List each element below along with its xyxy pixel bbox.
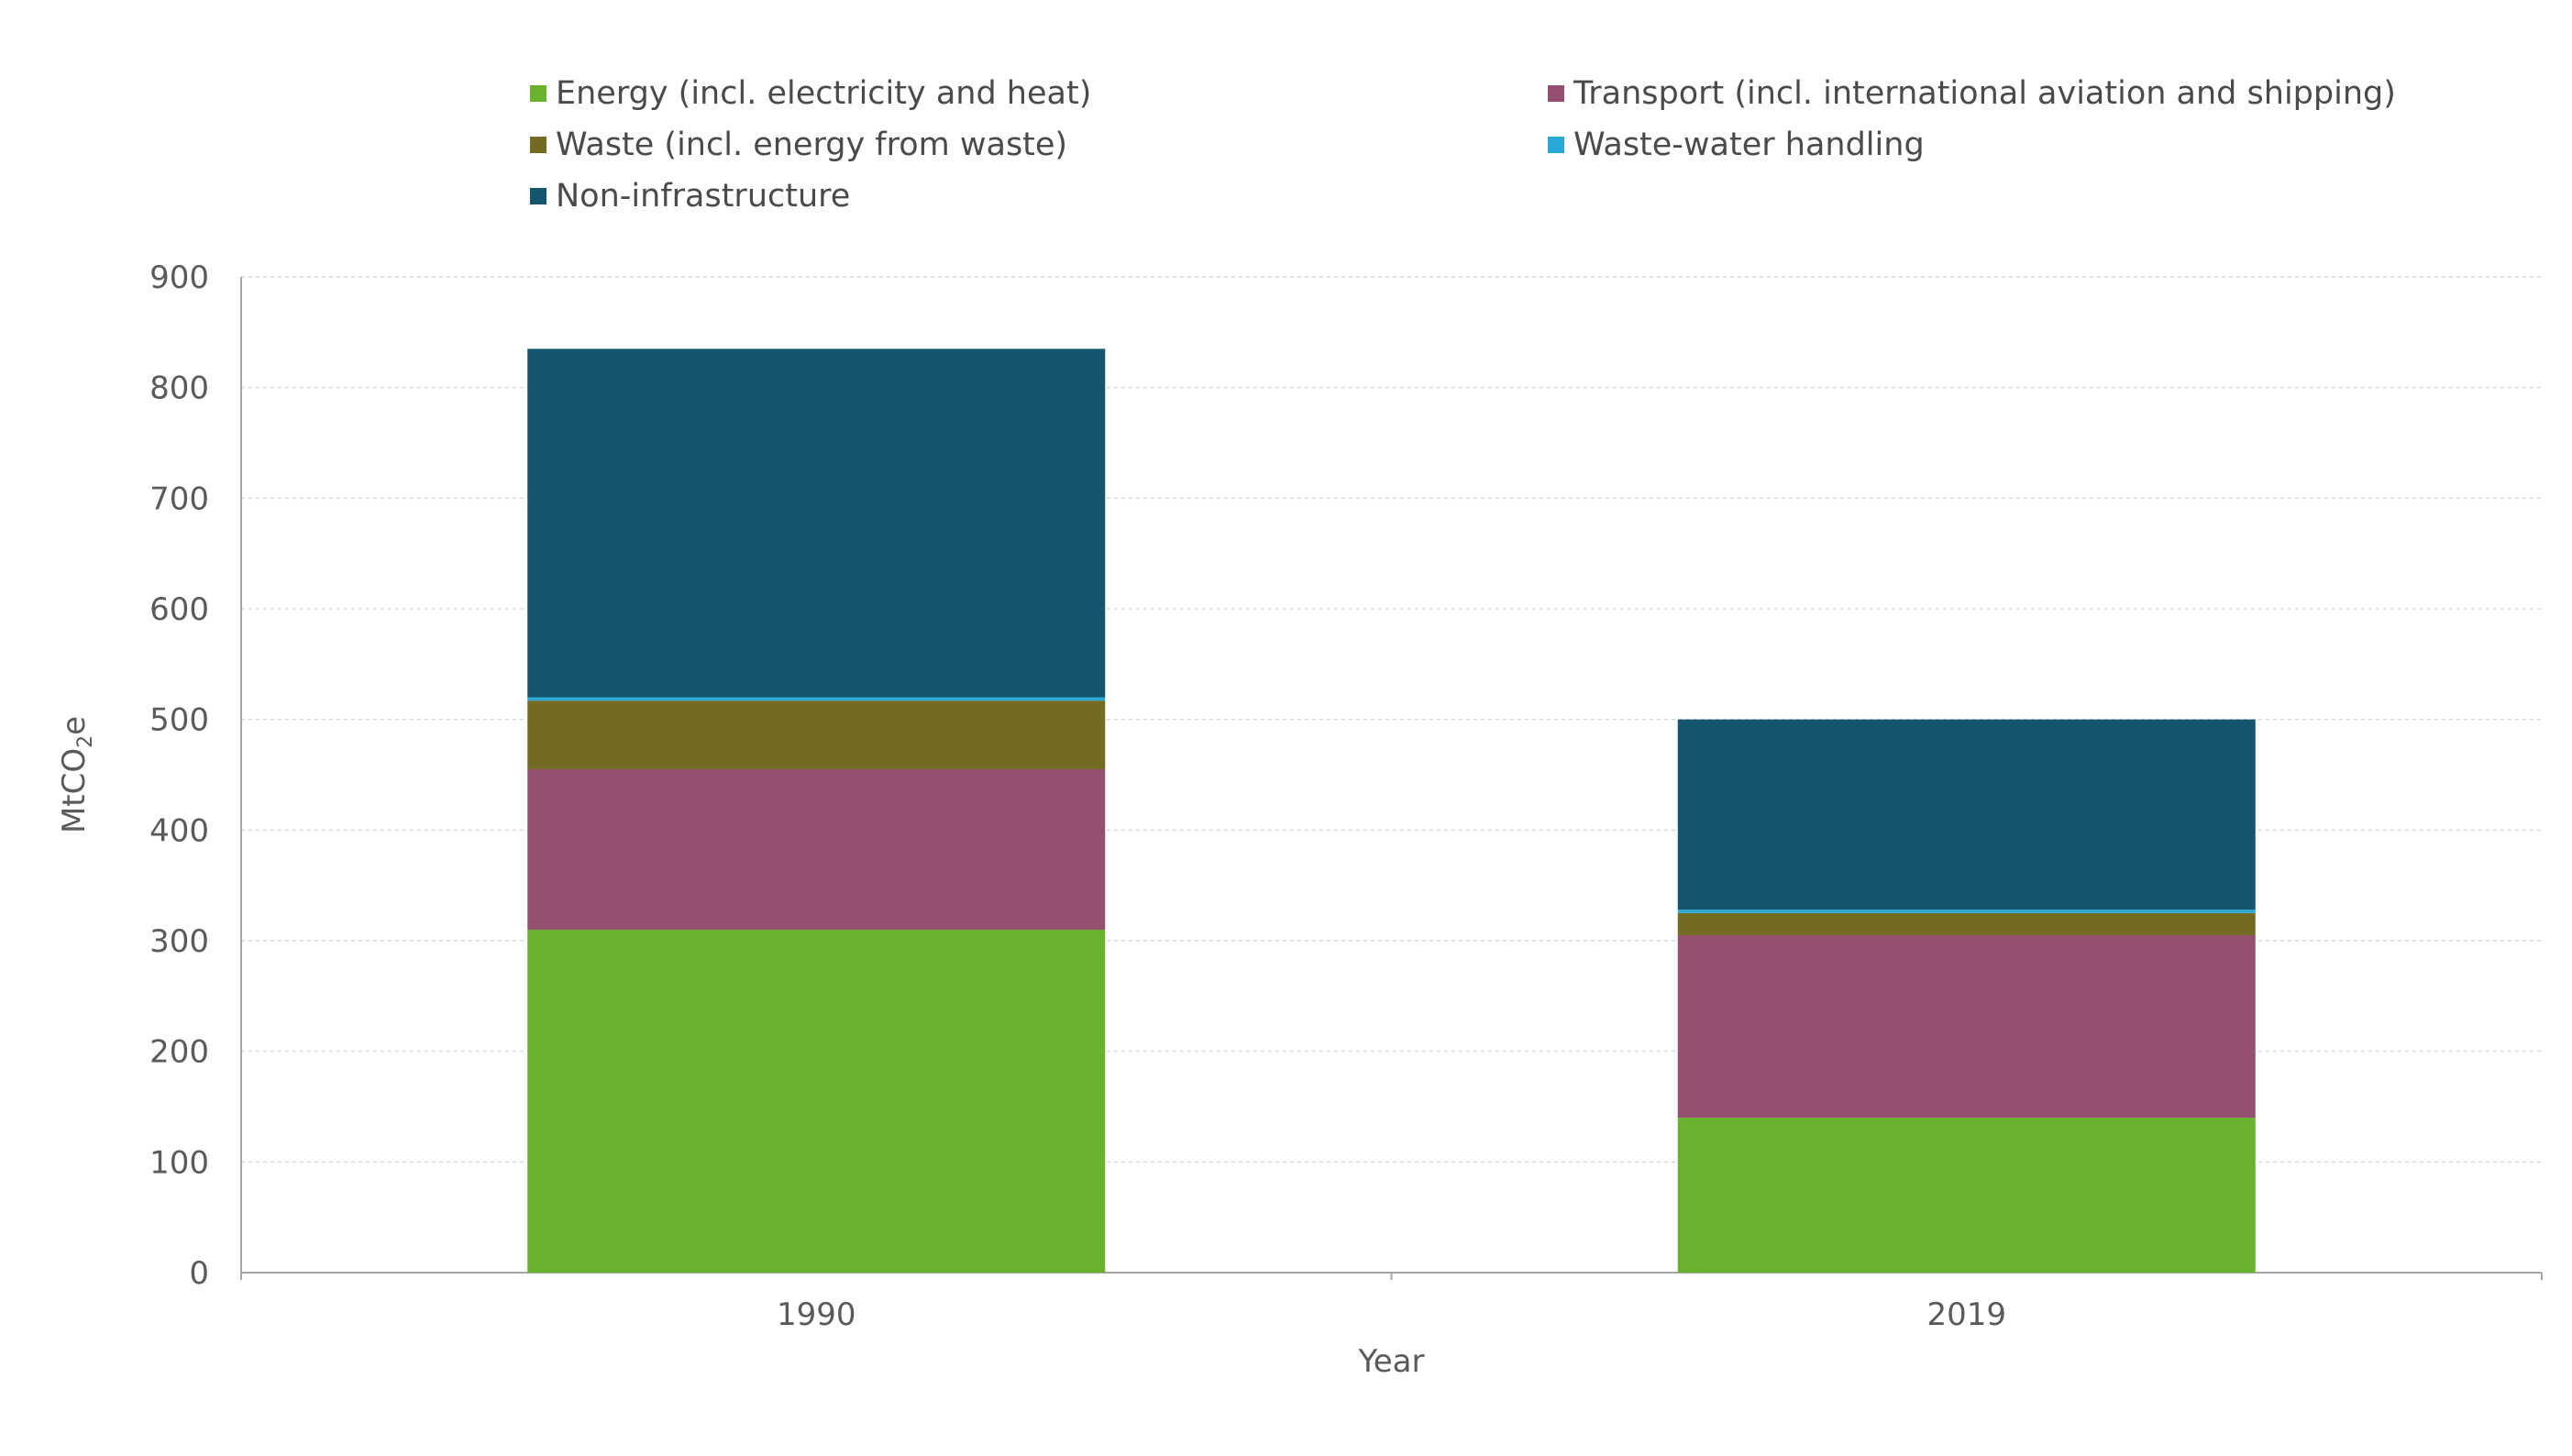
bar-1990-transport [527, 768, 1106, 930]
legend-swatch [1548, 85, 1564, 102]
bar-1990-non-infrastructure [527, 348, 1106, 698]
legend-item: Transport (incl. international aviation … [1548, 75, 2396, 112]
bar-2019-non-infrastructure [1677, 719, 2256, 910]
legend-item: Waste (incl. energy from waste) [530, 127, 1067, 163]
y-tick-label: 300 [149, 923, 209, 960]
bar-2019-waste-water [1677, 910, 2256, 913]
y-axis-title-tail: e [56, 716, 93, 735]
y-tick-label: 0 [189, 1255, 209, 1292]
bar-1990-energy [527, 929, 1106, 1273]
legend-label: Non-infrastructure [556, 178, 851, 215]
y-tick-label: 700 [149, 480, 209, 517]
x-tick-label: 1990 [777, 1296, 856, 1333]
y-axis-title-main: MtCO [56, 748, 93, 833]
bar-1990-waste [527, 700, 1106, 769]
y-tick-label: 500 [149, 702, 209, 739]
y-tick-label: 200 [149, 1034, 209, 1071]
legend-label: Waste (incl. energy from waste) [556, 127, 1068, 163]
legend-label: Waste-water handling [1573, 127, 1925, 163]
x-tick-label: 2019 [1926, 1296, 2006, 1333]
bar-1990-waste-water [527, 697, 1106, 701]
y-tick-label: 900 [149, 259, 209, 296]
x-axis-title: Year [1358, 1343, 1425, 1380]
bar-2019-transport [1677, 934, 2256, 1119]
legend-swatch [530, 188, 546, 204]
legend-swatch [530, 137, 546, 153]
legend-swatch [1548, 137, 1564, 153]
legend-swatch [530, 85, 546, 102]
y-tick-label: 400 [149, 812, 209, 849]
y-axis-title-subscript: 2 [74, 735, 97, 748]
legend-item: Non-infrastructure [530, 178, 850, 215]
y-tick-label: 600 [149, 591, 209, 628]
y-tick-label: 100 [149, 1144, 209, 1181]
bar-2019-energy [1677, 1118, 2256, 1273]
legend-label: Transport (incl. international aviation … [1573, 75, 2396, 112]
y-tick-label: 800 [149, 370, 209, 407]
bar-2019-waste [1677, 912, 2256, 935]
legend-label: Energy (incl. electricity and heat) [556, 75, 1092, 112]
legend-item: Waste-water handling [1548, 127, 1925, 163]
y-axis-title: MtCO2e [56, 716, 97, 833]
legend-item: Energy (incl. electricity and heat) [530, 75, 1091, 112]
